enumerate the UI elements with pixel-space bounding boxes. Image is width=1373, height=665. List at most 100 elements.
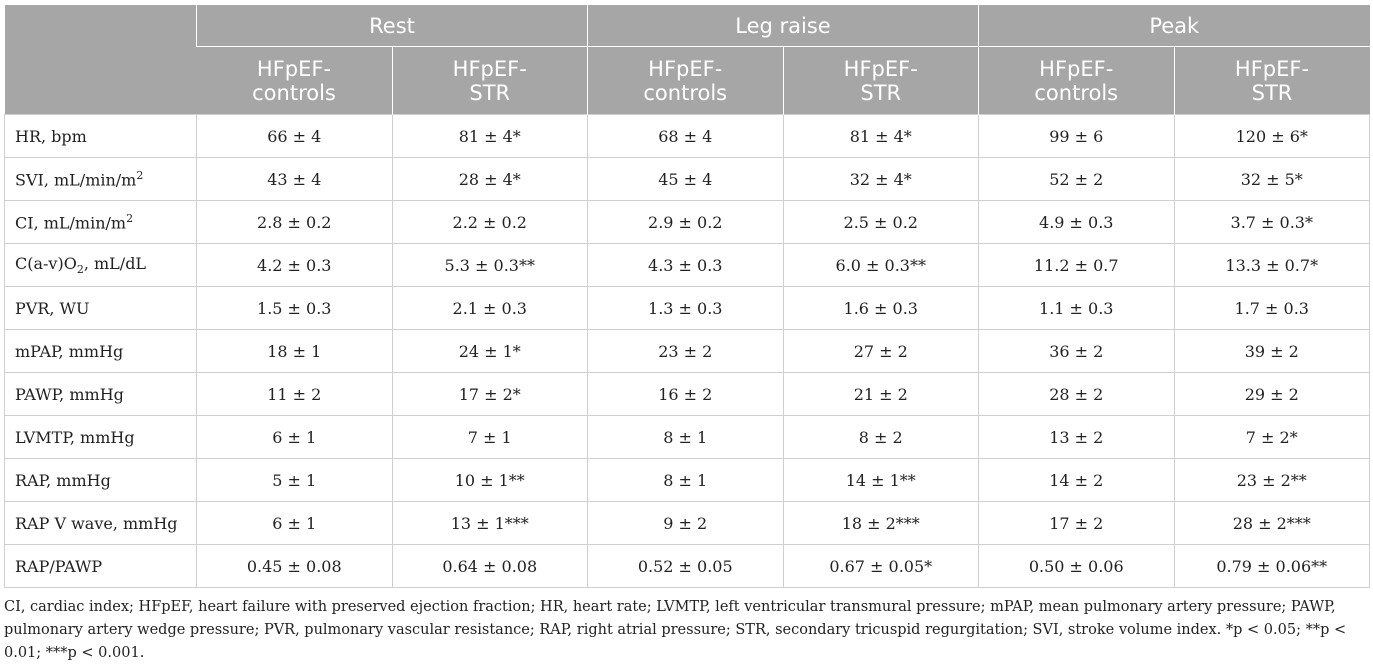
table-cell: 45 ± 4	[587, 157, 784, 201]
row-label: RAP V wave, mmHg	[4, 501, 197, 545]
table-row: PVR, WU 1.5 ± 0.3 2.1 ± 0.3 1.3 ± 0.3 1.6 ± …	[4, 286, 1370, 330]
row-label: SVI, mL/min/m2	[4, 157, 197, 201]
table-cell: 0.79 ± 0.06**	[1173, 544, 1370, 588]
table-cell: 11.2 ± 0.7	[978, 243, 1175, 287]
table-cell: 99 ± 6	[978, 114, 1175, 158]
row-label: RAP/PAWP	[4, 544, 197, 588]
subheader-label: HFpEF- controls	[1034, 56, 1119, 105]
row-label-main: C(a-v)O	[15, 253, 77, 273]
row-label-header	[4, 5, 197, 115]
table-cell: 6.0 ± 0.3**	[782, 243, 979, 287]
table-cell: 7 ± 2*	[1173, 415, 1370, 459]
row-label: PVR, WU	[4, 286, 197, 330]
table-cell: 17 ± 2	[978, 501, 1175, 545]
table-cell: 39 ± 2	[1173, 329, 1370, 373]
table-cell: 21 ± 2	[782, 372, 979, 416]
row-label-main: CI, mL/min/m	[15, 213, 127, 233]
group-header-leg-raise: Leg raise	[587, 5, 979, 47]
table-row: RAP V wave, mmHg 6 ± 1 13 ± 1*** 9 ± 2 18 ± …	[4, 501, 1370, 545]
table-cell: 0.52 ± 0.05	[587, 544, 784, 588]
table-cell: 28 ± 2***	[1173, 501, 1370, 545]
table-cell: 8 ± 1	[587, 415, 784, 459]
row-label: CI, mL/min/m2	[4, 200, 197, 244]
row-label: mPAP, mmHg	[4, 329, 197, 373]
table-cell: 43 ± 4	[196, 157, 393, 201]
table-cell: 66 ± 4	[196, 114, 393, 158]
row-label-main: SVI, mL/min/m	[15, 170, 137, 190]
table-cell: 32 ± 5*	[1173, 157, 1370, 201]
table-cell: 13 ± 2	[978, 415, 1175, 459]
table-cell: 14 ± 1**	[782, 458, 979, 502]
table-footnote: CI, cardiac index; HFpEF, heart failure …	[4, 599, 1347, 661]
subheader-peak-str: HFpEF- STR	[1173, 46, 1370, 115]
table-row: PAWP, mmHg 11 ± 2 17 ± 2* 16 ± 2 21 ± 2 28 ± …	[4, 372, 1370, 416]
table-cell: 1.5 ± 0.3	[196, 286, 393, 330]
table-row: RAP/PAWP 0.45 ± 0.08 0.64 ± 0.08 0.52 ± 0.0…	[4, 544, 1370, 588]
table-cell: 2.9 ± 0.2	[587, 200, 784, 244]
table-row: mPAP, mmHg 18 ± 1 24 ± 1* 23 ± 2 27 ± 2 36 ± …	[4, 329, 1370, 373]
table-cell: 0.45 ± 0.08	[196, 544, 393, 588]
table-cell: 8 ± 2	[782, 415, 979, 459]
table-cell: 28 ± 2	[978, 372, 1175, 416]
subheader-label: HFpEF- controls	[252, 56, 336, 105]
table-cell: 16 ± 2	[587, 372, 784, 416]
row-label-superscript: 2	[136, 168, 144, 182]
table-cell: 1.7 ± 0.3	[1173, 286, 1370, 330]
table-cell: 4.3 ± 0.3	[587, 243, 784, 287]
row-label-subscript: 2	[76, 263, 84, 277]
table-cell: 2.2 ± 0.2	[391, 200, 588, 244]
table-cell: 23 ± 2**	[1173, 458, 1370, 502]
table-cell: 1.3 ± 0.3	[587, 286, 784, 330]
table-row: CI, mL/min/m2 2.8 ± 0.2 2.2 ± 0.2 2.9 ± 0.2…	[4, 200, 1370, 244]
row-label-tail: , mL/dL	[83, 253, 147, 273]
subheader-label: HFpEF- STR	[452, 56, 527, 105]
group-header-rest: Rest	[196, 5, 588, 47]
table-cell: 32 ± 4*	[782, 157, 979, 201]
table-cell: 2.1 ± 0.3	[391, 286, 588, 330]
subheader-peak-controls: HFpEF- controls	[978, 46, 1174, 115]
table-row: SVI, mL/min/m2 43 ± 4 28 ± 4* 45 ± 4 32 ± 4*…	[4, 157, 1370, 201]
table-cell: 68 ± 4	[587, 114, 784, 158]
subheader-legraise-controls: HFpEF- controls	[587, 46, 783, 115]
table-cell: 0.67 ± 0.05*	[782, 544, 979, 588]
table-cell: 18 ± 2***	[782, 501, 979, 545]
hemodynamics-table: Rest Leg raise Peak HFpEF- controls HFpE…	[4, 5, 1370, 588]
table-cell: 120 ± 6*	[1173, 114, 1370, 158]
table-row: C(a-v)O2, mL/dL 4.2 ± 0.3 5.3 ± 0.3** 4.3 ±…	[4, 243, 1370, 287]
table-cell: 2.5 ± 0.2	[782, 200, 979, 244]
table-cell: 36 ± 2	[978, 329, 1175, 373]
table-cell: 17 ± 2*	[391, 372, 588, 416]
subheader-label: HFpEF- STR	[843, 56, 918, 105]
row-label: PAWP, mmHg	[4, 372, 197, 416]
table-cell: 8 ± 1	[587, 458, 784, 502]
table-cell: 23 ± 2	[587, 329, 784, 373]
data-table-container: Rest Leg raise Peak HFpEF- controls HFpE…	[4, 5, 1370, 588]
table-cell: 3.7 ± 0.3*	[1173, 200, 1370, 244]
table-row: RAP, mmHg 5 ± 1 10 ± 1** 8 ± 1 14 ± 1** 14 ± …	[4, 458, 1370, 502]
table-cell: 27 ± 2	[782, 329, 979, 373]
table-cell: 1.6 ± 0.3	[782, 286, 979, 330]
table-cell: 5.3 ± 0.3**	[391, 243, 588, 287]
table-cell: 10 ± 1**	[391, 458, 588, 502]
table-cell: 6 ± 1	[196, 415, 393, 459]
row-label: HR, bpm	[4, 114, 197, 158]
row-label: RAP, mmHg	[4, 458, 197, 502]
table-cell: 9 ± 2	[587, 501, 784, 545]
table-cell: 13 ± 1***	[391, 501, 588, 545]
subheader-rest-controls: HFpEF- controls	[196, 46, 392, 115]
table-cell: 11 ± 2	[196, 372, 393, 416]
table-cell: 52 ± 2	[978, 157, 1175, 201]
table-cell: 4.9 ± 0.3	[978, 200, 1175, 244]
table-cell: 2.8 ± 0.2	[196, 200, 393, 244]
table-header: Rest Leg raise Peak HFpEF- controls HFpE…	[4, 5, 1370, 115]
row-label: LVMTP, mmHg	[4, 415, 197, 459]
table-cell: 28 ± 4*	[391, 157, 588, 201]
table-cell: 29 ± 2	[1173, 372, 1370, 416]
table-cell: 24 ± 1*	[391, 329, 588, 373]
row-label: C(a-v)O2, mL/dL	[4, 243, 197, 287]
group-header-peak: Peak	[978, 5, 1370, 47]
table-cell: 6 ± 1	[196, 501, 393, 545]
